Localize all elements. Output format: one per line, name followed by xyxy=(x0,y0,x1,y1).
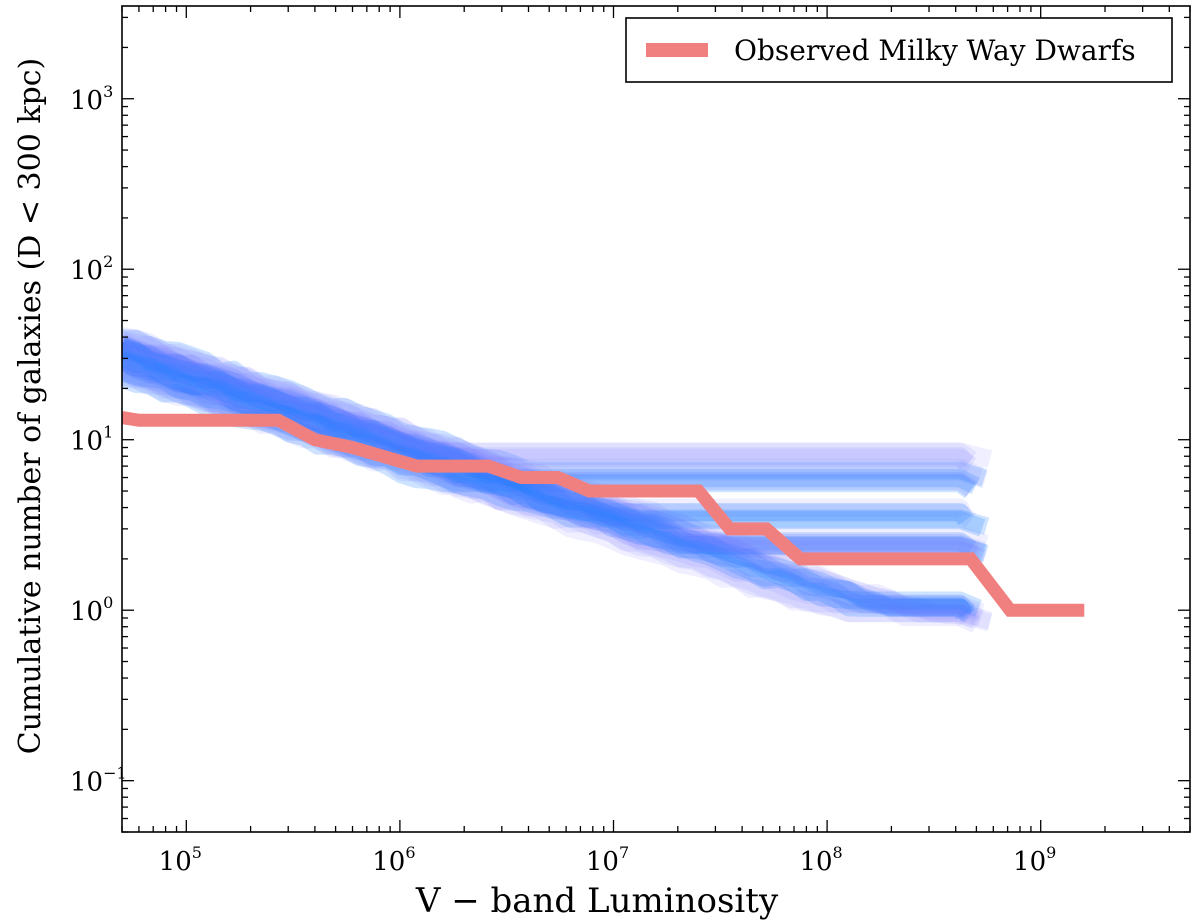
axis-ticks xyxy=(121,6,1191,833)
realization-line xyxy=(122,335,977,557)
realization-line xyxy=(122,329,988,487)
realization-line xyxy=(122,352,974,526)
realization-line xyxy=(122,349,975,619)
plot-frame xyxy=(121,5,1191,833)
legend-box xyxy=(625,17,1173,83)
realization-line xyxy=(122,341,972,619)
realization-line xyxy=(122,340,977,473)
x-tick-label: 106 xyxy=(372,843,415,877)
realization-line xyxy=(122,330,984,484)
realization-line xyxy=(122,343,989,563)
observed-dwarfs-line xyxy=(122,411,1085,617)
realization-line xyxy=(122,337,974,627)
legend-label: Observed Milky Way Dwarfs xyxy=(734,34,1136,67)
x-tick-label: 107 xyxy=(586,843,629,877)
x-tick-label: 108 xyxy=(799,843,842,877)
x-axis-label: V − band Luminosity xyxy=(415,881,779,921)
realization-line xyxy=(122,341,977,468)
realization-line xyxy=(122,341,974,470)
realization-line xyxy=(122,353,981,565)
realization-line xyxy=(122,354,987,562)
y-tick-label: 10−1 xyxy=(70,764,127,798)
realization-line xyxy=(122,335,979,563)
y-axis-label: Cumulative number of galaxies (D < 300 k… xyxy=(13,58,48,754)
realization-line xyxy=(122,344,981,633)
realization-line xyxy=(122,334,985,627)
realization-line xyxy=(122,337,986,537)
x-tick-label: 105 xyxy=(159,843,202,877)
observed-series-layer xyxy=(122,411,1085,617)
realization-line xyxy=(122,337,993,632)
y-tick-label: 100 xyxy=(70,593,113,627)
y-tick-label: 101 xyxy=(70,423,113,457)
legend: Observed Milky Way Dwarfs xyxy=(625,17,1173,83)
x-tick-label: 109 xyxy=(1013,843,1056,877)
realization-line xyxy=(122,342,975,622)
y-tick-label: 103 xyxy=(70,82,113,116)
realization-line xyxy=(122,353,985,621)
realization-line xyxy=(122,340,982,622)
realization-line xyxy=(122,348,982,617)
realization-line xyxy=(122,337,976,623)
realization-line xyxy=(122,337,977,528)
y-tick-label: 102 xyxy=(70,252,113,286)
realization-line xyxy=(122,352,972,620)
realization-line xyxy=(122,346,980,560)
realization-line xyxy=(122,354,986,560)
